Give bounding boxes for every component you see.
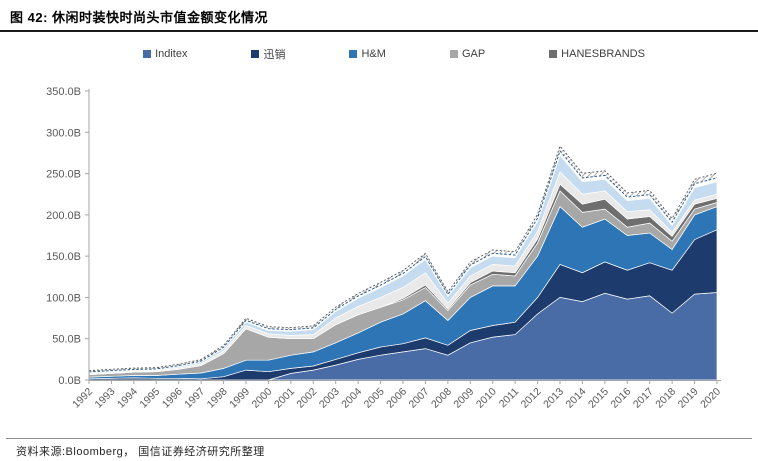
legend-label: 迅销 [263, 49, 286, 61]
x-axis-tick-label: 1997 [182, 386, 207, 411]
x-axis-tick-label: 2000 [250, 386, 275, 411]
x-axis-tick-label: 2016 [608, 386, 633, 411]
x-axis-tick-label: 2008 [429, 386, 454, 411]
area-series-7 [88, 154, 718, 375]
y-axis-tick-label: 50.0B [52, 334, 81, 346]
x-axis-tick-label: 1998 [205, 386, 230, 411]
x-axis-tick-label: 2011 [497, 386, 522, 411]
x-axis-tick-label: 2002 [294, 386, 319, 411]
y-axis-tick-label: 300.0B [46, 127, 81, 139]
x-axis-tick-label: 2001 [272, 386, 297, 411]
unlabeled-dashed-series-outline [88, 149, 718, 373]
legend-item: H&M [349, 48, 386, 60]
x-axis-tick-label: 2019 [676, 386, 701, 411]
x-axis-tick-label: 1992 [70, 386, 95, 411]
legend-item: Inditex [143, 48, 187, 60]
x-axis-tick-label: 1994 [115, 386, 140, 411]
legend-label: Inditex [155, 48, 188, 60]
legend-swatch-icon [251, 50, 260, 58]
unlabeled-dashed-series-outline-top [88, 145, 718, 372]
y-axis-tick-label: 0.0B [58, 375, 81, 387]
axes [85, 89, 721, 384]
x-axis-tick-label: 2017 [631, 386, 656, 411]
title-divider [0, 30, 758, 32]
legend-label: GAP [461, 48, 486, 60]
x-axis-tick-label: 2013 [541, 386, 566, 411]
figure-title: 图 42: 休闲时装快时尚头市值金额变化情况 [10, 10, 269, 25]
x-axis-tick-label: 1999 [227, 386, 252, 411]
x-axis-tick-label: 1996 [160, 386, 185, 411]
x-axis-tick-label: 2015 [586, 386, 611, 411]
source-note: 资料来源:Bloomberg， 国信证券经济研究所整理 [16, 446, 265, 458]
x-axis-tick-label: 2009 [451, 386, 476, 411]
x-axis-tick-label: 2014 [564, 386, 589, 411]
x-axis-tick-label: 2020 [698, 386, 723, 411]
legend-item: 迅销 [251, 46, 285, 62]
x-axis-tick-label: 2012 [519, 386, 544, 411]
y-axis-tick-label: 150.0B [46, 251, 81, 263]
legend-item: GAP [449, 48, 486, 60]
chart-legend: Inditex 迅销 H&M GAP HANESBRANDS [70, 46, 718, 62]
x-axis-tick-label: 2007 [407, 386, 432, 411]
legend-item: HANESBRANDS [549, 48, 645, 60]
x-axis-tick-label: 2010 [474, 386, 499, 411]
footer-divider [6, 438, 752, 439]
legend-swatch-icon [349, 50, 358, 58]
x-axis-tick-label: 2003 [317, 386, 342, 411]
y-axis-tick-label: 100.0B [46, 292, 81, 304]
x-axis-tick-label: 2005 [362, 386, 387, 411]
x-axis-tick-label: 2004 [339, 386, 364, 411]
x-axis-tick-label: 1995 [137, 386, 162, 411]
legend-swatch-icon [143, 50, 152, 58]
legend-label: H&M [361, 48, 386, 60]
x-axis-tick-label: 1993 [93, 386, 118, 411]
y-axis-tick-label: 200.0B [46, 210, 81, 222]
x-axis-tick-label: 2006 [384, 386, 409, 411]
legend-label: HANESBRANDS [561, 48, 645, 60]
legend-swatch-icon [549, 50, 558, 58]
x-axis-tick-label: 2018 [653, 386, 678, 411]
y-axis-tick-label: 250.0B [46, 169, 81, 181]
y-axis-tick-label: 350.0B [46, 86, 81, 98]
legend-swatch-icon [449, 50, 458, 58]
